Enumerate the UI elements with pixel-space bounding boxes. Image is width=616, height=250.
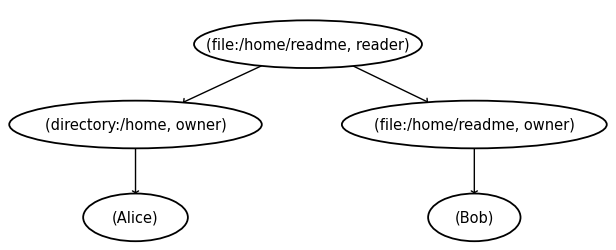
Ellipse shape bbox=[428, 194, 521, 241]
Text: (file:/home/readme, reader): (file:/home/readme, reader) bbox=[206, 38, 410, 52]
Text: (Bob): (Bob) bbox=[455, 210, 494, 225]
Text: (directory:/home, owner): (directory:/home, owner) bbox=[44, 118, 227, 132]
Text: (file:/home/readme, owner): (file:/home/readme, owner) bbox=[374, 118, 575, 132]
Ellipse shape bbox=[194, 21, 422, 69]
Ellipse shape bbox=[83, 194, 188, 241]
Ellipse shape bbox=[9, 101, 262, 149]
Ellipse shape bbox=[342, 101, 607, 149]
Text: (Alice): (Alice) bbox=[112, 210, 159, 225]
